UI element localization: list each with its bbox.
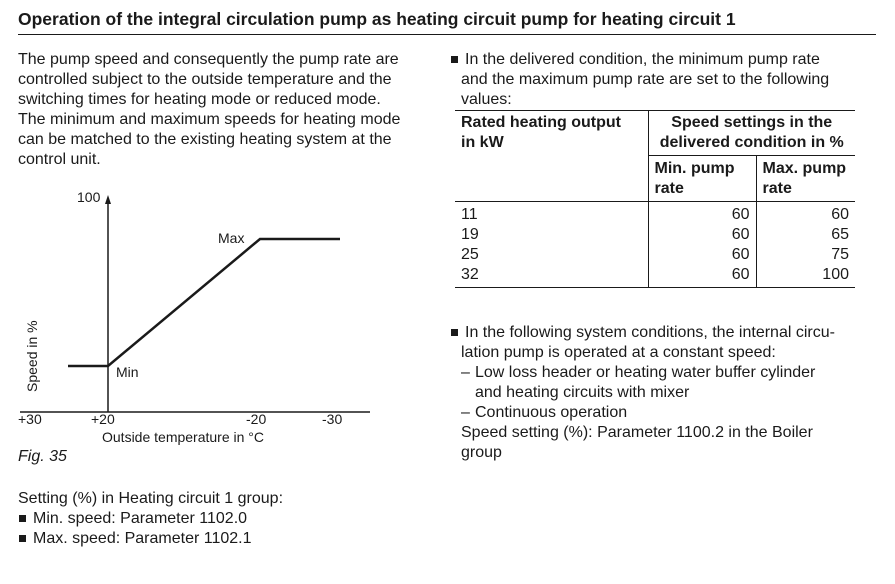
list-item-text: In the delivered condition, the minimum … bbox=[465, 51, 820, 68]
cell-kw: 25 bbox=[461, 246, 479, 263]
table-row: 32 60 100 bbox=[455, 265, 855, 288]
list-item: In the delivered condition, the minimum … bbox=[450, 50, 880, 70]
cell-kw: 11 bbox=[461, 206, 478, 223]
constant-speed-paragraph: In the following system conditions, the … bbox=[450, 323, 880, 463]
intro-paragraph: The pump speed and consequently the pump… bbox=[18, 50, 438, 170]
table-row: 25 60 75 bbox=[455, 245, 855, 265]
setting-block: Setting (%) in Heating circuit 1 group: … bbox=[18, 489, 438, 549]
speed-settings-table: Rated heating output in kW Speed setting… bbox=[455, 110, 855, 288]
cell-kw: 19 bbox=[461, 226, 479, 243]
list-item-text: values: bbox=[461, 91, 512, 108]
column-header-speed-settings: Speed settings in the delivered conditio… bbox=[647, 110, 855, 156]
y-max-label: 100 bbox=[77, 189, 101, 205]
cell-min: 60 bbox=[647, 225, 756, 245]
dash-bullet-icon: – bbox=[461, 404, 470, 421]
dash-item-text: Continuous operation bbox=[475, 404, 628, 421]
intro-line: controlled subject to the outside temper… bbox=[18, 71, 392, 88]
cell-max: 100 bbox=[755, 265, 855, 288]
cell-min: 60 bbox=[647, 201, 756, 225]
column-header-max-rate: Max. pump rate bbox=[755, 155, 855, 202]
dash-item: – Continuous operation bbox=[450, 403, 880, 423]
speed-setting-text: group bbox=[461, 444, 502, 461]
x-tick-label: +30 bbox=[18, 411, 42, 427]
table-row: 19 60 65 bbox=[455, 225, 855, 245]
list-item-text: Min. speed: Parameter 1102.0 bbox=[33, 510, 248, 527]
list-item: In the following system conditions, the … bbox=[450, 323, 880, 343]
y-axis-label: Speed in % bbox=[24, 320, 40, 392]
square-bullet-icon bbox=[19, 535, 26, 542]
dash-bullet-icon: – bbox=[461, 364, 470, 381]
cell-min: 60 bbox=[647, 265, 756, 288]
speed-setting-text: Speed setting (%): Parameter 1100.2 in t… bbox=[461, 424, 813, 441]
list-item: Max. speed: Parameter 1102.1 bbox=[18, 529, 438, 549]
list-item-text: In the following system conditions, the … bbox=[465, 324, 835, 341]
speed-diagram-svg: 100 Max Min Speed in % +30 +20 -20 -30 O… bbox=[18, 189, 370, 445]
list-item-text: lation pump is operated at a constant sp… bbox=[461, 344, 776, 361]
intro-line: can be matched to the existing heating s… bbox=[18, 131, 392, 148]
setting-intro: Setting (%) in Heating circuit 1 group: bbox=[18, 490, 284, 507]
intro-line: control unit. bbox=[18, 151, 101, 168]
page-title: Operation of the integral circulation pu… bbox=[18, 9, 736, 29]
cell-max: 75 bbox=[755, 245, 855, 265]
x-tick-label: +20 bbox=[91, 411, 115, 427]
square-bullet-icon bbox=[451, 329, 458, 336]
x-axis-label: Outside temperature in °C bbox=[102, 429, 264, 445]
intro-line: The minimum and maximum speeds for heati… bbox=[18, 111, 401, 128]
dash-item-text: Low loss header or heating water buffer … bbox=[475, 364, 816, 381]
list-item-text: Max. speed: Parameter 1102.1 bbox=[33, 530, 252, 547]
square-bullet-icon bbox=[451, 56, 458, 63]
speed-curve bbox=[68, 237, 340, 368]
max-label: Max bbox=[218, 230, 244, 246]
table-row: 11 60 60 bbox=[455, 201, 855, 225]
intro-line: The pump speed and consequently the pump… bbox=[18, 51, 399, 68]
title-rule bbox=[18, 34, 876, 35]
delivered-condition-paragraph: In the delivered condition, the minimum … bbox=[450, 50, 880, 110]
list-item: Min. speed: Parameter 1102.0 bbox=[18, 509, 438, 529]
cell-max: 60 bbox=[755, 201, 855, 225]
min-label: Min bbox=[116, 364, 139, 380]
dash-item: – Low loss header or heating water buffe… bbox=[450, 363, 880, 383]
column-header-min-rate: Min. pump rate bbox=[647, 155, 756, 202]
x-tick-label: -20 bbox=[246, 411, 266, 427]
dash-item-text: and heating circuits with mixer bbox=[475, 384, 690, 401]
cell-kw: 32 bbox=[455, 265, 648, 288]
list-item-text: and the maximum pump rate are set to the… bbox=[461, 71, 830, 88]
cell-min: 60 bbox=[647, 245, 756, 265]
y-axis-arrow bbox=[105, 195, 111, 204]
speed-diagram: 100 Max Min Speed in % +30 +20 -20 -30 O… bbox=[10, 180, 370, 460]
figure-caption: Fig. 35 bbox=[18, 448, 67, 465]
square-bullet-icon bbox=[19, 515, 26, 522]
cell-max: 65 bbox=[755, 225, 855, 245]
column-header-rated-output: Rated heating output in kW bbox=[455, 110, 648, 202]
x-tick-label: -30 bbox=[322, 411, 342, 427]
intro-line: switching times for heating mode or redu… bbox=[18, 91, 381, 108]
